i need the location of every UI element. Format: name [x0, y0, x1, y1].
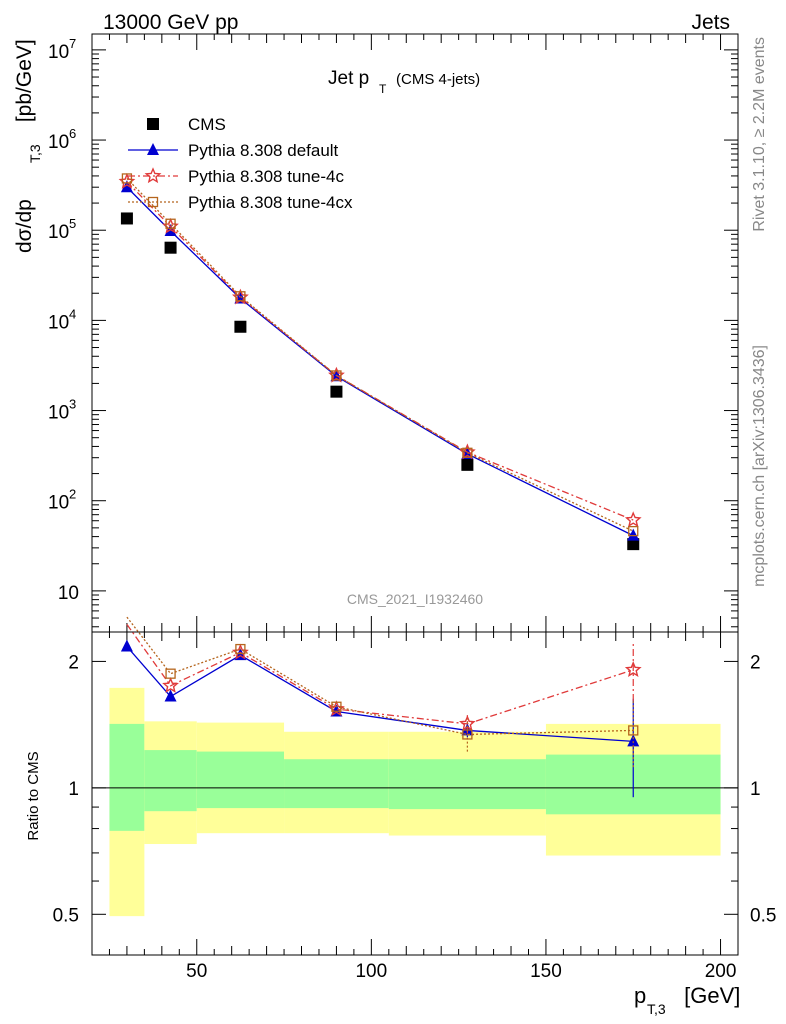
y-tick-label: 10: [48, 493, 69, 514]
title-main: Jet p: [328, 68, 369, 89]
y-tick-exponent: 2: [69, 487, 76, 502]
data-point: [330, 385, 343, 398]
legend-label: Pythia 8.308 tune-4c: [188, 167, 344, 186]
xlabel-sub: T,3: [647, 1001, 666, 1017]
ratio-frame: [91, 631, 739, 956]
ratio-line: [126, 624, 634, 725]
ylabel-sub: T,3: [27, 144, 43, 163]
band-stat: [144, 750, 197, 812]
title-subscript: T: [379, 82, 387, 96]
ratio-tick-label-right: 1: [750, 779, 761, 800]
analysis-watermark: CMS_2021_I1932460: [347, 591, 483, 607]
y-tick-exponent: 3: [69, 397, 76, 412]
series-line: [126, 181, 634, 521]
y-tick-exponent: 4: [69, 306, 76, 321]
ratio-point: [162, 676, 179, 693]
y-tick-label: 10: [48, 403, 69, 424]
data-point: [120, 180, 133, 193]
x-axis-title: p T,3 [GeV]: [634, 983, 740, 1017]
ratio-marks: [120, 616, 642, 798]
legend-marker: [147, 143, 159, 155]
ylabel-tail: [pb/GeV]: [13, 39, 36, 128]
ratio-bands: [109, 687, 721, 917]
ratio-tick-label: 0.5: [53, 905, 79, 926]
y-tick-label: 10: [48, 312, 69, 333]
data-point: [121, 173, 133, 184]
data-point: [627, 528, 640, 541]
x-tick-label: 50: [186, 961, 207, 982]
data-point: [165, 218, 176, 229]
ratio-tick-label-right: 2: [750, 652, 761, 673]
y-tick-label: 10: [48, 132, 69, 153]
ratio-tick-label: 1: [68, 779, 79, 800]
y-tick-label: 10: [58, 583, 79, 604]
header-right: Jets: [691, 11, 730, 34]
legend-label: Pythia 8.308 tune-4cx: [188, 193, 353, 212]
ratio-tick-label: 2: [68, 652, 79, 673]
data-point: [164, 241, 177, 254]
data-point: [120, 212, 133, 225]
ratio-point: [120, 639, 133, 652]
title-note: (CMS 4-jets): [396, 71, 480, 88]
x-tick-label: 100: [355, 961, 387, 982]
y-tick-exponent: 6: [69, 126, 76, 141]
ylabel-main: dσ/dp: [13, 199, 36, 253]
band-stat: [196, 751, 285, 809]
ratio-line: [126, 646, 634, 743]
band-stat: [388, 759, 546, 810]
ratio-point: [628, 725, 639, 736]
legend-marker: [147, 118, 159, 130]
data-point: [462, 447, 473, 458]
y-tick-label: 10: [48, 222, 69, 243]
x-tick-label: 150: [530, 961, 562, 982]
y-axis-title: dσ/dp T,3 [pb/GeV]: [13, 39, 43, 253]
y-tick-label: 10: [48, 42, 69, 63]
data-point: [624, 511, 642, 528]
band-stat: [109, 723, 145, 831]
y-tick-exponent: 5: [69, 216, 76, 231]
data-point: [234, 320, 247, 333]
band-stat: [284, 759, 389, 809]
rivet-label: Rivet 3.1.10, ≥ 2.2M events: [751, 37, 768, 232]
legend: CMS Pythia 8.308 default Pythia 8.308 tune…: [128, 115, 353, 212]
ratio-point: [165, 668, 176, 679]
legend-marker: [147, 196, 159, 208]
ratio-point: [627, 734, 640, 747]
ratio-line: [126, 616, 634, 736]
ratio-point: [331, 701, 342, 712]
data-point: [235, 291, 246, 302]
series-line: [126, 178, 634, 532]
legend-label: Pythia 8.308 default: [188, 141, 339, 160]
legend-label: CMS: [188, 115, 226, 134]
data-point: [461, 458, 474, 471]
data-point: [627, 538, 640, 551]
ratio-point: [624, 660, 642, 677]
xlabel-tail: [GeV]: [678, 983, 740, 1008]
ratio-point: [235, 643, 246, 655]
series-marks: [118, 172, 642, 551]
chart-title: Jet p T (CMS 4-jets): [328, 68, 480, 96]
header-left: 13000 GeV pp: [103, 11, 238, 34]
data-point: [331, 370, 342, 381]
ratio-point: [462, 729, 473, 740]
x-tick-label: 200: [705, 961, 737, 982]
xlabel-main: p: [634, 983, 646, 1008]
ratio-tick-label-right: 0.5: [750, 905, 776, 926]
ratio-point: [164, 689, 177, 702]
y-tick-exponent: 7: [69, 36, 76, 51]
legend-marker: [144, 167, 162, 184]
mcplots-label: mcplots.cern.ch [arXiv:1306.3436]: [751, 345, 768, 587]
data-point: [628, 525, 639, 537]
ratio-axis-title: Ratio to CMS: [25, 751, 42, 840]
